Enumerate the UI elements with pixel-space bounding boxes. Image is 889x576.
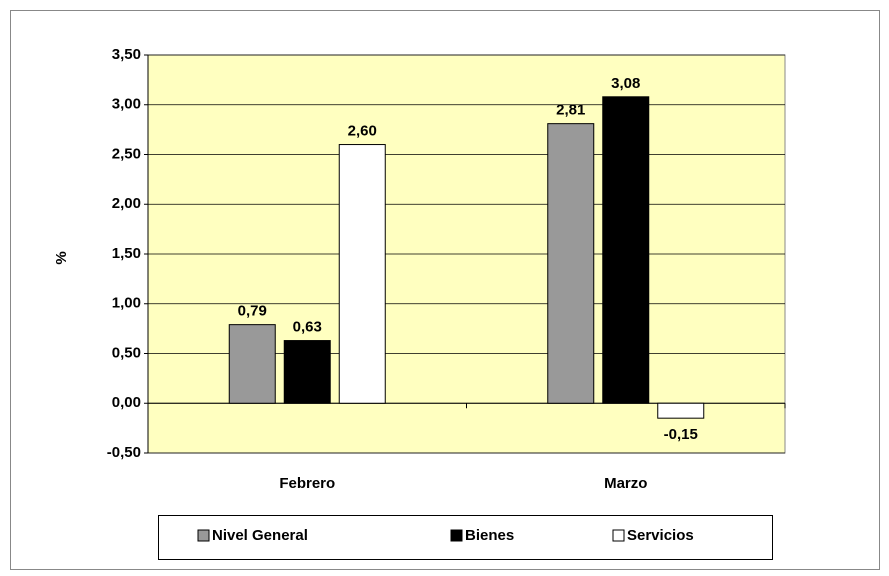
x-tick-label: Febrero <box>279 475 335 492</box>
data-label: 0,63 <box>293 319 322 336</box>
x-tick-label: Marzo <box>604 475 647 492</box>
legend-swatch <box>612 529 625 542</box>
data-label: 0,79 <box>238 303 267 320</box>
bar <box>283 340 331 404</box>
legend-box <box>158 515 773 560</box>
y-tick-label: -0,50 <box>107 444 141 461</box>
y-axis-label: % <box>53 251 70 264</box>
y-tick-label: 0,50 <box>112 344 141 361</box>
y-tick-label: 0,00 <box>112 394 141 411</box>
data-label: 3,08 <box>611 75 640 92</box>
legend-label: Bienes <box>465 527 514 544</box>
y-tick-label: 2,00 <box>112 195 141 212</box>
legend-label: Nivel General <box>212 527 308 544</box>
data-label: -0,15 <box>664 426 698 443</box>
bar <box>657 402 705 419</box>
y-tick-label: 3,00 <box>112 96 141 113</box>
y-tick-label: 3,50 <box>112 46 141 63</box>
bar <box>228 324 276 404</box>
bar <box>602 96 650 404</box>
y-tick-label: 2,50 <box>112 145 141 162</box>
y-tick-label: 1,00 <box>112 295 141 312</box>
bar <box>547 123 595 404</box>
bar <box>338 144 386 404</box>
data-label: 2,81 <box>556 102 585 119</box>
y-tick-label: 1,50 <box>112 245 141 262</box>
legend-swatch <box>197 529 210 542</box>
data-label: 2,60 <box>348 123 377 140</box>
legend-label: Servicios <box>627 527 694 544</box>
legend-swatch <box>450 529 463 542</box>
